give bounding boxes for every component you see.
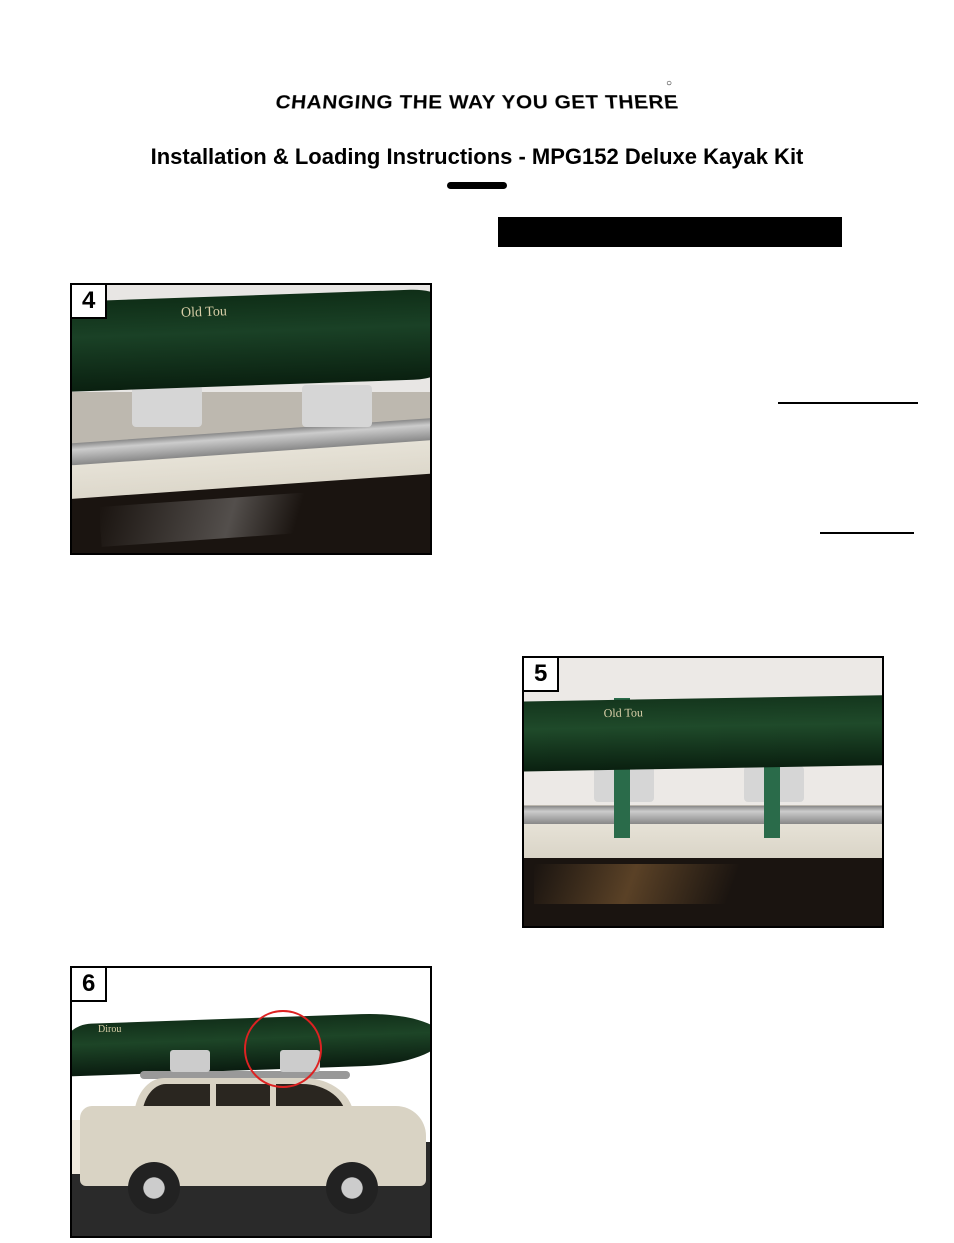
kayak: Old Tou: [522, 694, 884, 771]
row-step-5: 5 Old Tou: [70, 656, 884, 956]
redaction-bar: [498, 217, 842, 247]
kayak: Old Tou: [70, 288, 432, 393]
callout-circle: [244, 1010, 322, 1088]
roof-rail: [522, 806, 884, 824]
kayak-brand-label: Old Tou: [604, 705, 644, 721]
page-title: Installation & Loading Instructions - MP…: [70, 144, 884, 170]
underline-mark-2: [820, 528, 914, 534]
kayak-brand-label: Dirou: [98, 1024, 121, 1035]
row-step-6: 6 Dirou: [70, 966, 884, 1243]
foam-block-rear: [302, 385, 372, 427]
step-number-badge: 6: [70, 966, 107, 1002]
rear-wheel: [326, 1162, 378, 1214]
photo-5-illustration: Old Tou: [524, 658, 882, 926]
brand-tagline: CHANGING THE WAY YOU GET THERE: [70, 92, 884, 114]
foam-block-front: [132, 385, 202, 427]
vehicle: [80, 1078, 426, 1218]
photo-step-5: 5 Old Tou: [522, 656, 884, 928]
accent-bar-small: [447, 182, 507, 189]
underline-mark-1: [778, 398, 918, 404]
foam-block-front: [170, 1050, 210, 1072]
step-number-badge: 4: [70, 283, 107, 319]
photo-step-6: 6 Dirou: [70, 966, 432, 1238]
photo-6-illustration: Dirou: [72, 968, 430, 1236]
step-number-badge: 5: [522, 656, 559, 692]
row-step-4: 4 Old Tou: [70, 283, 884, 560]
registered-mark: ○: [666, 78, 672, 89]
front-wheel: [128, 1162, 180, 1214]
page: ○ CHANGING THE WAY YOU GET THERE Install…: [0, 0, 954, 1235]
photo-4-illustration: Old Tou: [72, 285, 430, 553]
kayak-brand-label: Old Tou: [181, 304, 227, 322]
photo-step-4: 4 Old Tou: [70, 283, 432, 555]
car-window: [522, 858, 884, 928]
